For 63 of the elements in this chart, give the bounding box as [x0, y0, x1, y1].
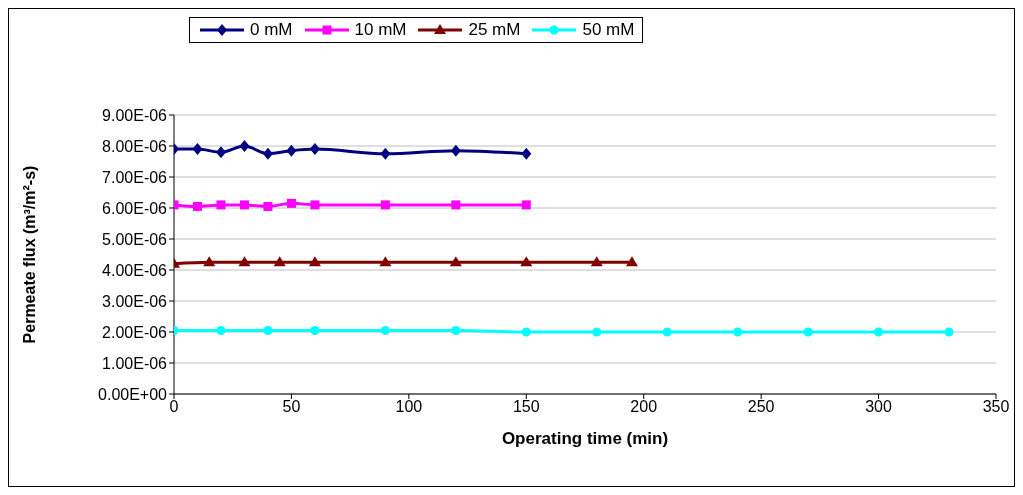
legend-label: 0 mM — [250, 20, 293, 40]
point — [216, 200, 226, 210]
y-tick-label: 4.00E-06 — [102, 261, 168, 279]
point — [733, 327, 743, 337]
legend-label: 50 mM — [582, 20, 635, 40]
x-tick-label: 0 — [169, 398, 179, 416]
point — [380, 147, 391, 160]
y-tick-label: 5.00E-06 — [102, 230, 168, 248]
legend-label: 25 mM — [468, 20, 521, 40]
x-tick-label: 250 — [747, 398, 775, 416]
y-tick-label: 0.00E+00 — [98, 385, 168, 403]
point — [310, 200, 320, 210]
point — [273, 256, 286, 267]
legend-label: 10 mM — [354, 20, 407, 40]
point — [263, 325, 273, 335]
point — [309, 143, 320, 156]
point — [521, 327, 531, 337]
point — [944, 327, 954, 337]
y-tick-label: 2.00E-06 — [102, 323, 168, 341]
point — [380, 325, 390, 335]
point — [521, 200, 531, 210]
x-tick-label: 350 — [982, 398, 1010, 416]
y-tick-label: 9.00E-06 — [102, 106, 168, 124]
point — [380, 200, 390, 210]
point — [450, 144, 461, 157]
point — [803, 327, 813, 337]
x-axis-title: Operating time (min) — [501, 429, 669, 448]
y-tick-label: 8.00E-06 — [102, 137, 168, 155]
point — [625, 256, 638, 267]
point — [192, 201, 202, 211]
point — [286, 198, 296, 208]
y-tick-label: 3.00E-06 — [102, 292, 168, 310]
point — [379, 256, 392, 267]
point — [192, 143, 203, 156]
y-tick-label: 6.00E-06 — [102, 199, 168, 217]
point — [238, 256, 251, 267]
y-tick-label: 7.00E-06 — [102, 168, 168, 186]
point — [262, 147, 273, 160]
point — [239, 140, 250, 152]
point — [216, 325, 226, 335]
point — [662, 327, 672, 337]
point — [451, 200, 461, 210]
point — [451, 325, 461, 335]
point — [874, 327, 884, 337]
point — [215, 146, 226, 159]
point — [590, 256, 603, 267]
x-tick-label: 200 — [630, 398, 658, 416]
point — [592, 327, 602, 337]
x-tick-label: 100 — [395, 398, 423, 416]
point — [449, 256, 462, 267]
point — [308, 256, 321, 267]
y-tick-label: 1.00E-06 — [102, 354, 168, 372]
x-tick-label: 50 — [282, 398, 301, 416]
point — [521, 147, 532, 160]
y-axis-title: Permeate flux (m³/m²-s) — [20, 165, 38, 344]
point — [520, 256, 533, 267]
x-tick-label: 150 — [512, 398, 540, 416]
point — [286, 144, 297, 157]
point — [203, 256, 216, 267]
point — [239, 200, 249, 210]
point — [263, 201, 273, 211]
point — [310, 325, 320, 335]
x-tick-label: 300 — [865, 398, 893, 416]
